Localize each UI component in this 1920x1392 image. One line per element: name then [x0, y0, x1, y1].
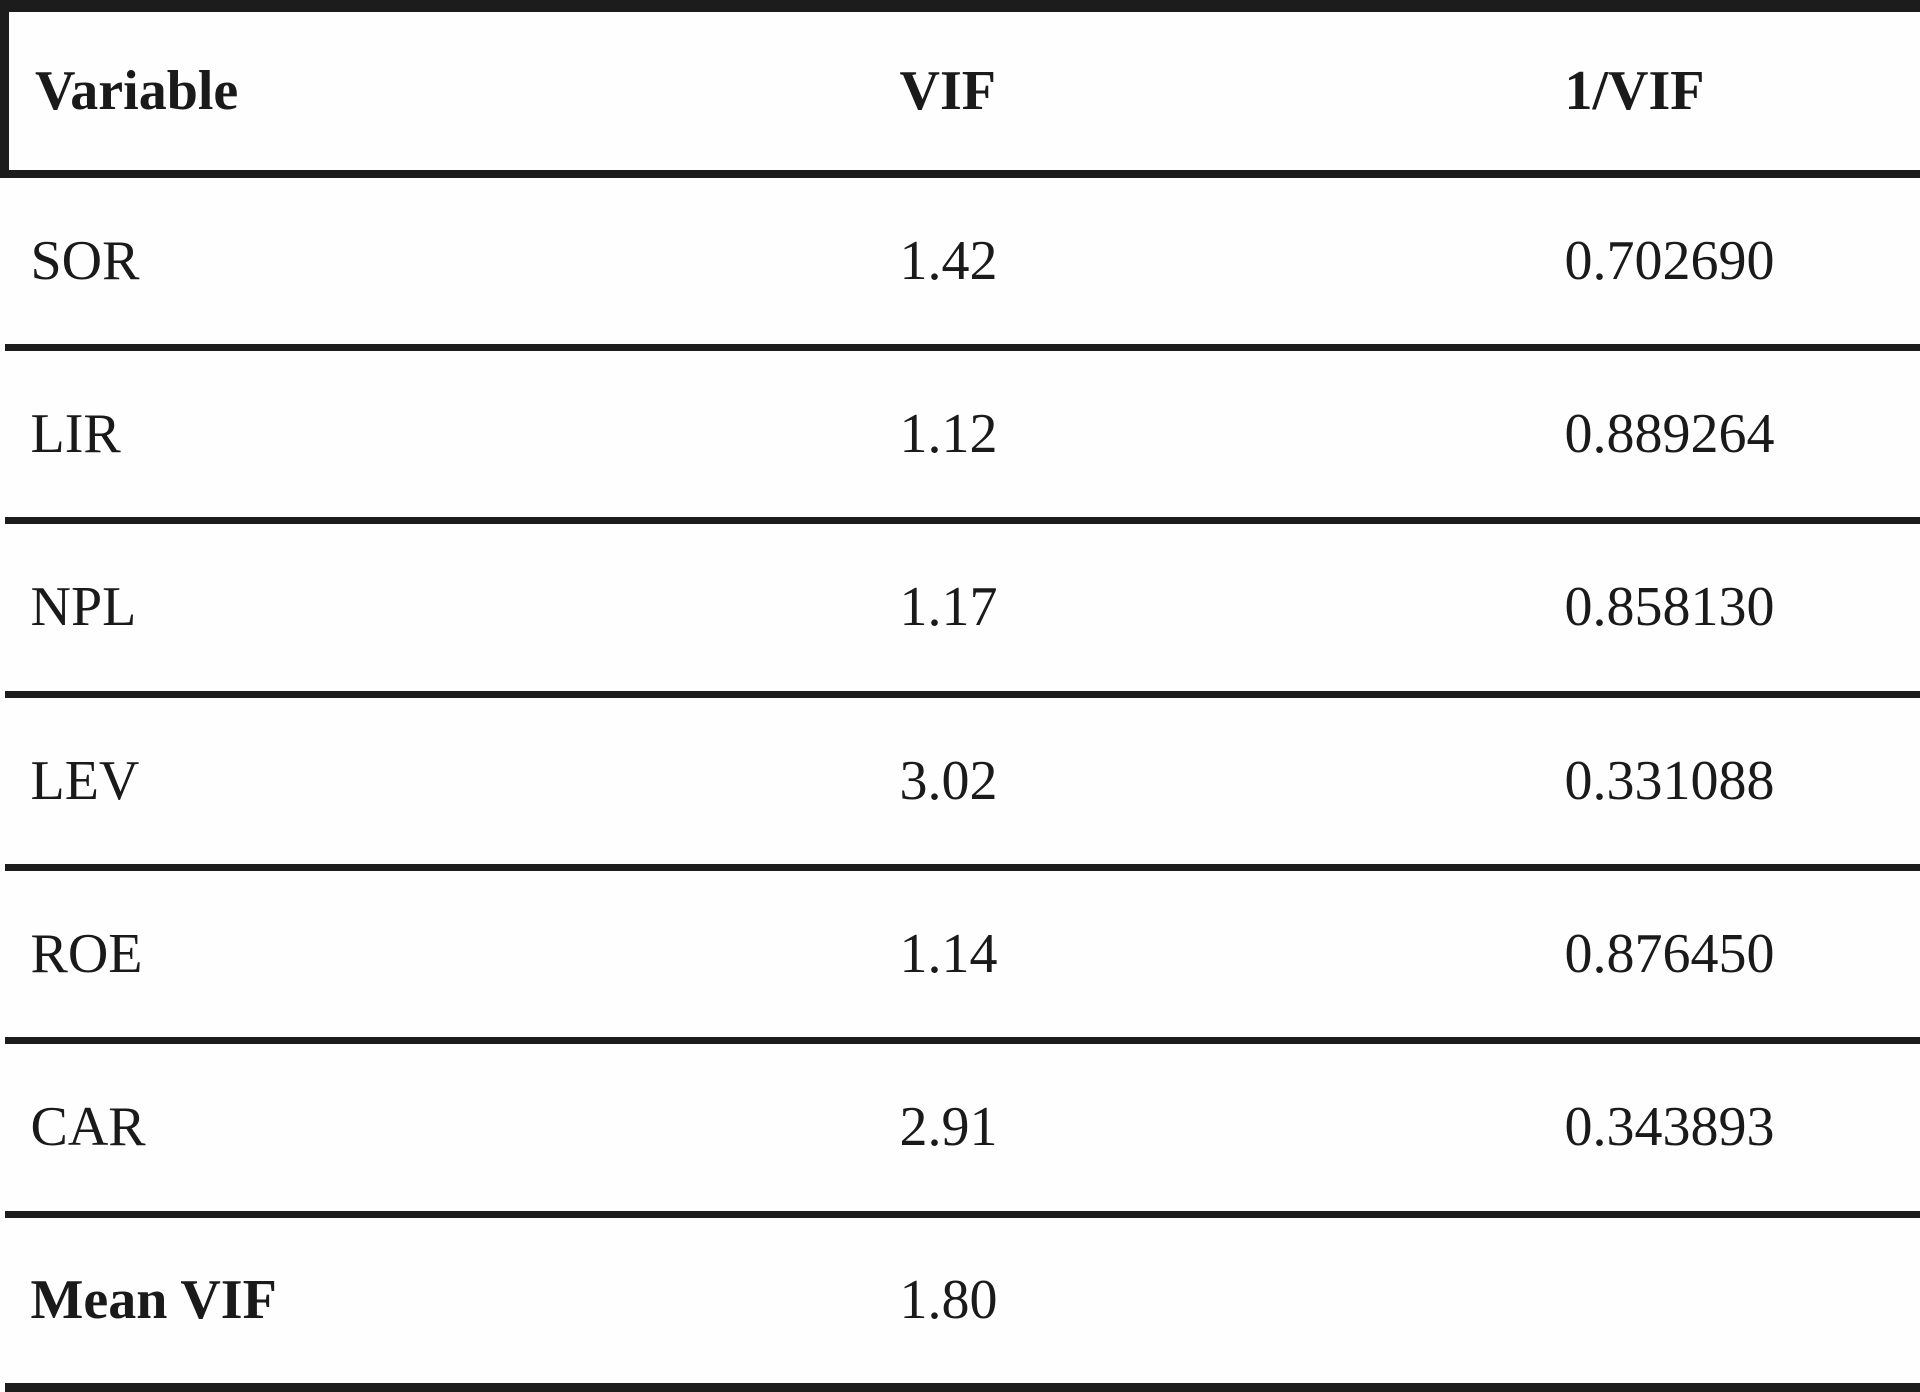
cell-vif: 1.80 — [899, 1269, 998, 1332]
cell-variable: Mean VIF — [30, 1269, 277, 1332]
cell-inv-vif: 0.343893 — [1564, 1096, 1775, 1159]
cell-inv-vif: 0.876450 — [1564, 923, 1775, 986]
cell-inv-vif: 0.889264 — [1564, 403, 1775, 466]
column-header-variable: Variable — [0, 6, 900, 174]
column-header-inv-vif: 1/VIF — [1564, 60, 1705, 122]
table-row: LEV 3.02 0.331088 — [4, 694, 1920, 868]
table-header: Variable VIF 1/VIF — [0, 6, 1920, 174]
table-row: SOR 1.42 0.702690 — [4, 174, 1920, 348]
table-row: LIR 1.12 0.889264 — [4, 347, 1920, 521]
cell-vif: 2.91 — [899, 1096, 998, 1159]
table-row-mean-vif: Mean VIF 1.80 — [4, 1214, 1920, 1388]
cell-variable: LEV — [30, 749, 140, 812]
cell-inv-vif: 0.331088 — [1564, 749, 1775, 812]
cell-variable: SOR — [30, 229, 140, 292]
cell-vif: 1.14 — [899, 923, 998, 986]
cell-vif: 3.02 — [899, 749, 998, 812]
table-row: ROE 1.14 0.876450 — [4, 867, 1920, 1041]
cell-variable: LIR — [30, 403, 121, 466]
cell-vif: 1.17 — [899, 576, 998, 639]
cell-vif: 1.12 — [899, 403, 998, 466]
cell-inv-vif: 0.702690 — [1564, 229, 1775, 292]
cell-variable: CAR — [30, 1096, 146, 1159]
header-row: Variable VIF 1/VIF — [0, 6, 1920, 174]
cell-variable: NPL — [30, 576, 137, 639]
column-header-vif: VIF — [899, 60, 996, 122]
cell-variable: ROE — [30, 923, 143, 986]
cell-inv-vif — [1565, 1214, 1920, 1387]
table-body: SOR 1.42 0.702690 LIR 1.12 0.889264 NPL … — [4, 174, 1920, 1388]
table-row: CAR 2.91 0.343893 — [4, 1041, 1920, 1215]
cell-inv-vif: 0.858130 — [1564, 576, 1775, 639]
table-row: NPL 1.17 0.858130 — [4, 521, 1920, 695]
cell-vif: 1.42 — [899, 229, 998, 292]
